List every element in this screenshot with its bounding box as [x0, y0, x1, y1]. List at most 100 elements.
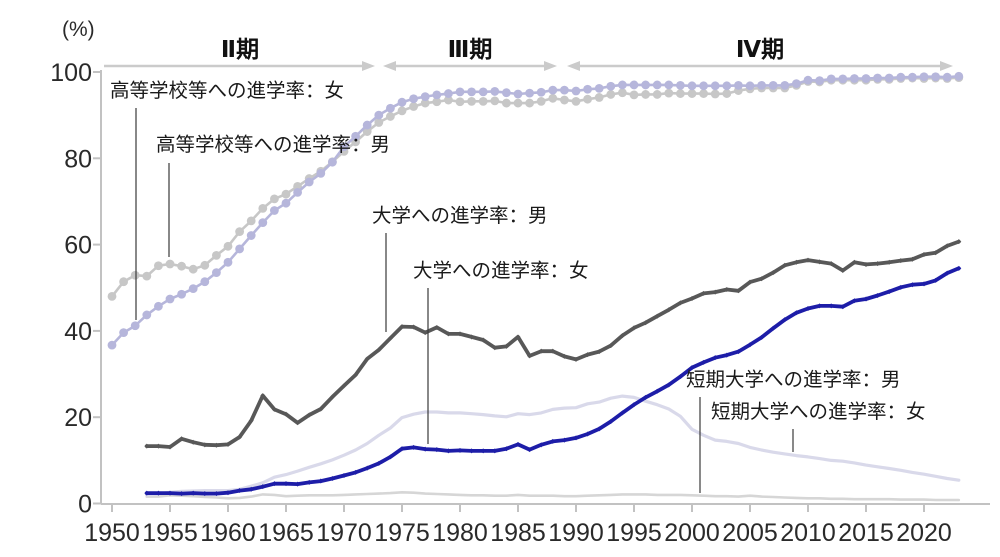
series-marker	[793, 310, 799, 316]
series-marker	[202, 442, 208, 448]
series-marker	[735, 349, 741, 355]
series-marker	[515, 441, 521, 447]
series-marker	[840, 267, 846, 273]
series-marker	[861, 74, 871, 83]
period-label: Ⅳ期	[736, 36, 784, 62]
series-marker	[664, 88, 674, 98]
series-marker	[271, 481, 277, 487]
series-marker	[573, 356, 579, 362]
series-marker	[619, 333, 625, 339]
series-marker	[875, 261, 881, 267]
series-marker	[444, 89, 453, 98]
series-marker	[397, 106, 407, 116]
series-marker	[710, 89, 720, 99]
series-marker	[596, 349, 602, 355]
series-marker	[875, 293, 881, 299]
series-marker	[585, 431, 591, 437]
series-marker	[931, 72, 940, 82]
series-marker	[712, 355, 718, 361]
series-annotation-label: 高等学校等への進学率：男	[156, 134, 390, 156]
series-marker	[666, 382, 672, 388]
series-marker	[295, 481, 301, 487]
series-marker	[258, 218, 268, 227]
series-marker	[480, 448, 486, 454]
series-marker	[258, 203, 268, 213]
series-marker	[318, 406, 324, 412]
series-marker	[954, 71, 964, 81]
series-marker	[734, 80, 743, 90]
series-marker	[793, 259, 799, 265]
series-marker	[643, 320, 649, 326]
series-marker	[167, 490, 173, 496]
series-marker	[341, 472, 347, 478]
series-marker	[492, 448, 498, 454]
series-marker	[689, 365, 695, 371]
series-marker	[527, 353, 533, 359]
series-marker	[550, 348, 556, 354]
series-marker	[271, 406, 277, 412]
series-marker	[362, 120, 372, 130]
series-marker	[676, 80, 685, 90]
series-marker	[397, 97, 407, 107]
series-marker	[618, 88, 627, 98]
x-tick-label: 1995	[606, 519, 662, 547]
series-marker	[295, 420, 301, 426]
series-marker	[538, 348, 544, 354]
series-marker	[316, 169, 326, 178]
series-annotation-label: 大学への進学率：男	[372, 205, 548, 227]
series-marker	[652, 80, 662, 90]
y-tick-label: 0	[78, 491, 92, 519]
x-tick-label: 2000	[664, 519, 720, 547]
series-marker	[921, 281, 927, 287]
series-annotation-label: 短期大学への進学率：女	[711, 401, 926, 423]
series-marker	[513, 98, 523, 108]
series-marker	[374, 110, 384, 120]
series-marker	[165, 259, 175, 269]
x-tick-label: 1955	[142, 519, 198, 547]
series-marker	[838, 74, 848, 84]
series-marker	[353, 469, 359, 475]
series-marker	[641, 80, 650, 90]
series-marker	[548, 85, 558, 95]
series-marker	[130, 321, 140, 331]
series-marker	[525, 88, 534, 98]
series-marker	[399, 324, 405, 330]
series-marker	[561, 437, 567, 443]
series-marker	[434, 324, 440, 330]
series-marker	[654, 313, 660, 319]
series-marker	[583, 94, 592, 104]
x-tick-label: 1960	[200, 519, 256, 547]
series-marker	[548, 93, 558, 103]
series-marker	[608, 419, 614, 425]
series-marker	[306, 412, 312, 418]
series-marker	[155, 490, 161, 496]
series-marker	[550, 438, 556, 444]
series-marker	[525, 98, 534, 108]
series-marker	[490, 96, 500, 106]
x-tick-label: 2015	[838, 519, 894, 547]
series-marker	[573, 435, 579, 441]
x-tick-label: 1950	[84, 519, 140, 547]
series-marker	[643, 394, 649, 400]
y-tick-label: 40	[64, 318, 92, 346]
x-tick-label: 1970	[316, 519, 372, 547]
series-marker	[724, 352, 730, 358]
series-marker	[560, 95, 569, 105]
series-annotation-label: 大学への進学率：女	[413, 260, 589, 282]
series-marker	[411, 444, 417, 450]
series-marker	[805, 257, 811, 263]
series-marker	[745, 81, 755, 91]
series-marker	[364, 465, 370, 471]
series-marker	[260, 484, 266, 490]
series-marker	[177, 261, 187, 271]
period-arrowhead-right	[362, 61, 375, 71]
series-marker	[536, 96, 546, 106]
series-marker	[329, 394, 335, 400]
series-marker	[909, 282, 915, 288]
series-marker	[817, 303, 823, 309]
x-tick-label: 2005	[722, 519, 778, 547]
series-marker	[260, 393, 266, 399]
series-marker	[492, 345, 498, 351]
series-marker	[898, 258, 904, 264]
x-tick-label: 2010	[780, 519, 836, 547]
